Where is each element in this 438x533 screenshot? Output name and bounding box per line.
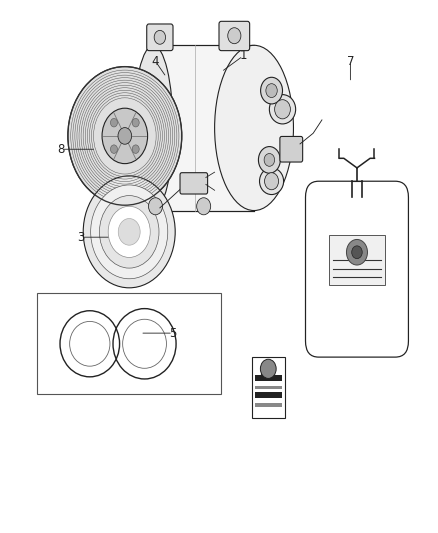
Circle shape — [352, 246, 362, 259]
Circle shape — [346, 239, 367, 265]
FancyBboxPatch shape — [305, 181, 408, 357]
Circle shape — [68, 67, 182, 205]
Bar — [255, 375, 282, 381]
FancyBboxPatch shape — [147, 24, 173, 51]
Text: 3: 3 — [78, 231, 85, 244]
Circle shape — [118, 219, 140, 245]
FancyBboxPatch shape — [280, 136, 303, 162]
Text: 1: 1 — [239, 50, 247, 62]
Bar — [255, 392, 282, 398]
Circle shape — [258, 147, 280, 173]
Circle shape — [266, 84, 277, 98]
Ellipse shape — [134, 45, 173, 211]
Bar — [328, 235, 385, 285]
Circle shape — [132, 118, 139, 127]
Bar — [252, 357, 285, 418]
Circle shape — [154, 30, 166, 44]
Bar — [37, 293, 221, 394]
Text: 8: 8 — [58, 143, 65, 156]
Ellipse shape — [269, 94, 296, 124]
Ellipse shape — [259, 168, 284, 195]
Circle shape — [132, 145, 139, 154]
Circle shape — [102, 108, 148, 164]
Circle shape — [83, 176, 175, 288]
Circle shape — [110, 118, 117, 127]
Circle shape — [99, 196, 159, 268]
Circle shape — [228, 28, 241, 44]
Bar — [255, 403, 282, 407]
Circle shape — [275, 100, 290, 119]
Circle shape — [110, 145, 117, 154]
Circle shape — [260, 359, 276, 378]
Polygon shape — [153, 45, 254, 211]
Text: 6: 6 — [259, 369, 267, 382]
FancyBboxPatch shape — [180, 173, 208, 194]
Text: 7: 7 — [346, 55, 354, 68]
Circle shape — [148, 198, 162, 215]
Circle shape — [197, 198, 211, 215]
Circle shape — [118, 127, 132, 144]
Circle shape — [91, 185, 168, 279]
FancyBboxPatch shape — [219, 21, 250, 51]
Circle shape — [261, 77, 283, 104]
Text: 4: 4 — [152, 55, 159, 68]
Circle shape — [264, 154, 275, 166]
Bar — [255, 386, 282, 389]
Ellipse shape — [215, 45, 293, 211]
Circle shape — [108, 206, 150, 257]
Circle shape — [265, 173, 279, 190]
Text: 5: 5 — [170, 327, 177, 340]
